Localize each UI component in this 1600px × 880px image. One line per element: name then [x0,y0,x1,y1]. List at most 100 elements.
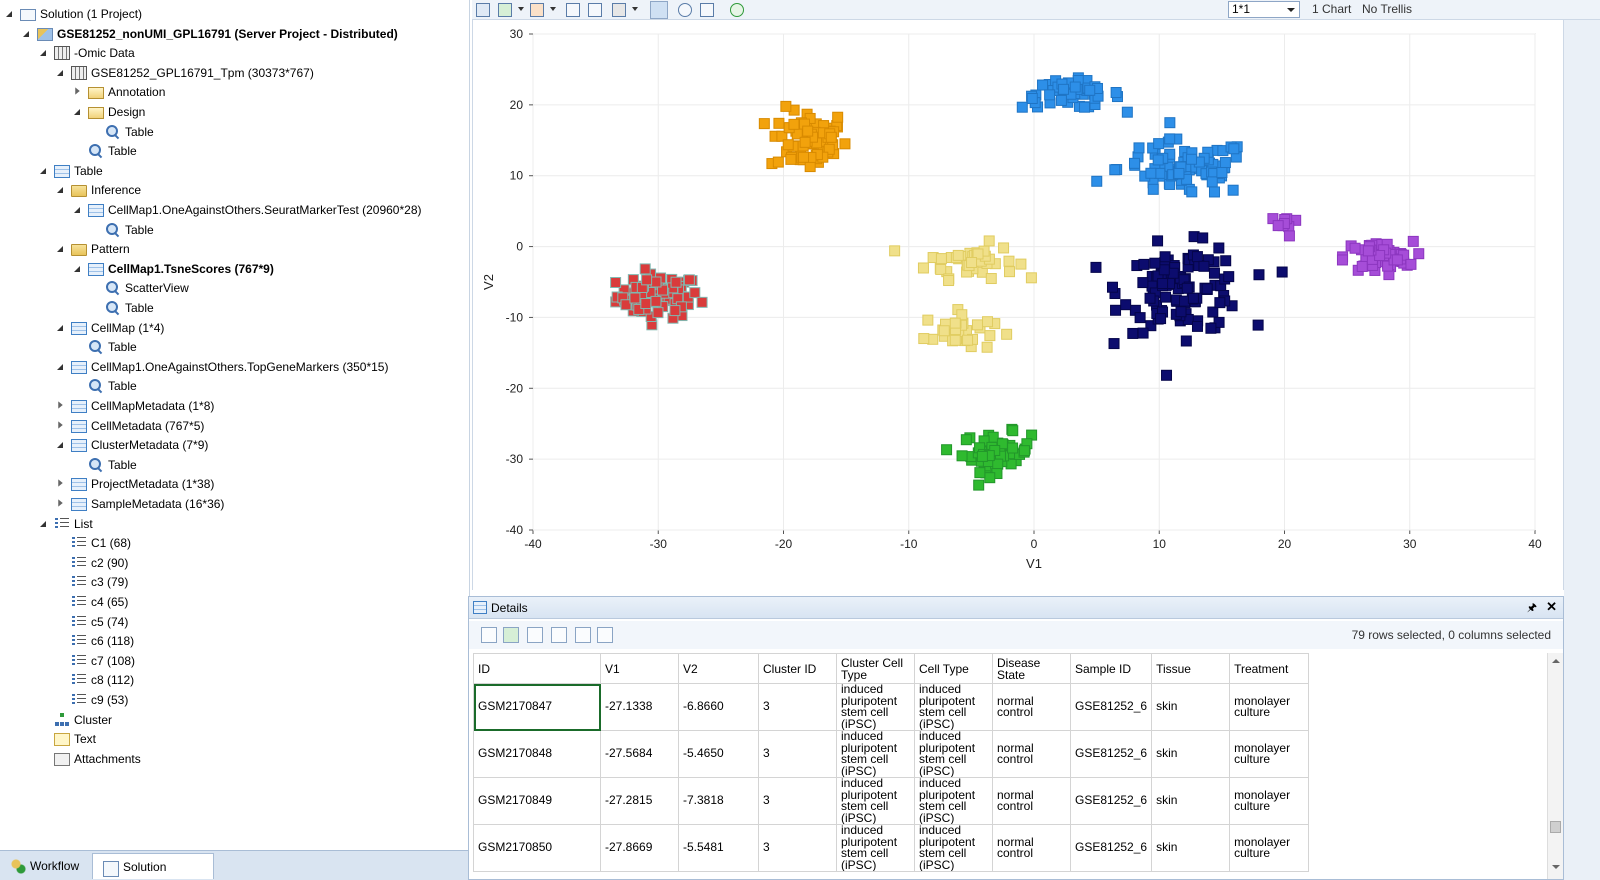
zoom-select[interactable]: 1*1 [1228,1,1300,18]
data-point[interactable] [669,305,681,317]
tree-item[interactable]: CellMetadata (767*5) [55,416,204,436]
tree-item[interactable]: CellMapMetadata (1*8) [55,396,214,416]
data-point[interactable] [1205,322,1217,334]
tree-item[interactable]: Table [89,122,154,142]
data-point[interactable] [918,333,930,345]
data-point[interactable] [1186,186,1198,198]
table-cell[interactable]: GSE81252_6 [1069,730,1153,778]
data-point[interactable] [1025,272,1037,284]
tree-item[interactable]: GSE81252_nonUMI_GPL16791 (Server Project… [21,24,398,44]
data-point[interactable] [973,479,985,491]
collapse-arrow-icon[interactable] [55,435,67,455]
tree-item[interactable]: Solution (1 Project) [4,4,142,24]
column-header[interactable]: ID [473,653,601,684]
expand-arrow-icon[interactable] [72,82,84,102]
data-point[interactable] [1110,304,1122,316]
data-point[interactable] [956,450,968,462]
table-cell[interactable]: induced pluripotent stem cell (iPSC) [836,683,915,731]
data-point[interactable] [889,245,901,257]
tree-item[interactable]: Table [89,298,154,318]
table-cell[interactable]: induced pluripotent stem cell (iPSC) [914,730,993,778]
data-point[interactable] [1149,257,1161,269]
data-point[interactable] [1252,319,1264,331]
table-cell[interactable]: skin [1151,730,1231,778]
paste-icon[interactable] [586,1,604,19]
table-cell[interactable]: GSE81252_6 [1069,824,1153,872]
tree-item[interactable]: Design [72,102,145,122]
data-point[interactable] [650,276,662,288]
data-point[interactable] [1157,278,1169,290]
export-office-dropdown-icon[interactable] [550,7,556,11]
tree-item[interactable]: CellMap (1*4) [55,318,164,338]
table-cell[interactable]: induced pluripotent stem cell (iPSC) [914,683,993,731]
data-point[interactable] [971,319,983,331]
tree-item[interactable]: CellMap1.OneAgainstOthers.SeuratMarkerTe… [72,200,422,220]
column-header[interactable]: V1 [600,653,679,684]
data-point[interactable] [1155,313,1167,325]
data-point[interactable] [1208,267,1220,279]
collapse-arrow-icon[interactable] [38,161,50,181]
data-point[interactable] [1213,316,1225,328]
scatter-plot[interactable]: -40 -30 -20 -10 0 10 20 30 40 30 20 10 0 -10 -20 -30 -40… [473,20,1565,590]
data-point[interactable] [1223,271,1235,283]
data-point[interactable] [956,309,968,321]
data-point[interactable] [1227,184,1239,196]
tree-item[interactable]: List [38,514,93,534]
tree-item[interactable]: CellMap1.OneAgainstOthers.TopGeneMarkers… [55,357,388,377]
tree-item[interactable]: Inference [55,180,141,200]
data-point[interactable] [1058,83,1070,95]
chart-count-button[interactable]: 1 Chart [1312,2,1352,16]
data-point[interactable] [1283,230,1295,242]
tree-item[interactable]: c5 (74) [55,612,128,632]
tree-item[interactable]: c9 (53) [55,690,128,710]
table-cell[interactable]: 3 [758,777,837,825]
pin-icon[interactable]: 🖈 [1526,602,1537,614]
data-point[interactable] [1161,369,1173,381]
data-point[interactable] [1109,164,1121,176]
table-row[interactable]: GSM2170850 -27.8669 -5.5481 3 induced plurip… [473,824,1310,872]
tree-item[interactable]: c7 (108) [55,651,135,671]
table-cell[interactable]: skin [1151,824,1231,872]
data-point[interactable] [1001,328,1013,340]
data-point[interactable] [998,242,1010,254]
table-cell[interactable]: -6.8660 [678,683,759,731]
column-header[interactable]: Sample ID [1069,653,1153,684]
data-point[interactable] [984,472,996,484]
data-point[interactable] [1121,106,1133,118]
table-cell[interactable]: -7.3818 [678,777,759,825]
table-cell[interactable]: 3 [758,824,837,872]
export-office-icon[interactable] [528,1,546,19]
table-cell[interactable]: skin [1151,777,1231,825]
data-point[interactable] [1159,251,1171,263]
scatter-view[interactable]: -40 -30 -20 -10 0 10 20 30 40 30 20 10 0 -10 -20 -30 -40… [472,20,1564,590]
pointer-icon[interactable] [650,1,668,19]
data-point[interactable] [1220,255,1232,267]
data-point[interactable] [652,307,664,319]
data-point[interactable] [620,299,632,311]
collapse-arrow-icon[interactable] [72,259,84,279]
table-cell[interactable]: 3 [758,730,837,778]
data-point[interactable] [1362,245,1374,257]
data-point[interactable] [683,274,695,286]
data-point[interactable] [633,303,645,315]
tree-item[interactable]: CellMap1.TsneScores (767*9) [72,259,274,279]
data-point[interactable] [1110,87,1122,99]
data-point[interactable] [839,138,851,150]
data-point[interactable] [1145,320,1157,332]
data-point[interactable] [1173,167,1185,179]
data-point[interactable] [1187,292,1199,304]
data-point[interactable] [1003,255,1015,267]
column-header[interactable]: Cluster Cell Type [836,653,915,684]
data-point[interactable] [639,263,651,275]
table-cell[interactable]: GSE81252_6 [1069,683,1153,731]
data-point[interactable] [1055,94,1067,106]
data-point[interactable] [696,296,708,308]
column-header[interactable]: Disease State [992,653,1071,684]
data-point[interactable] [785,153,797,165]
table-cell[interactable]: induced pluripotent stem cell (iPSC) [914,777,993,825]
data-point[interactable] [1276,266,1288,278]
data-point[interactable] [972,248,984,260]
table-cell[interactable]: -27.5684 [600,730,679,778]
tree-item[interactable]: c8 (112) [55,670,134,690]
table-row[interactable]: GSM2170847 -27.1338 -6.8660 3 induced plurip… [473,683,1310,731]
